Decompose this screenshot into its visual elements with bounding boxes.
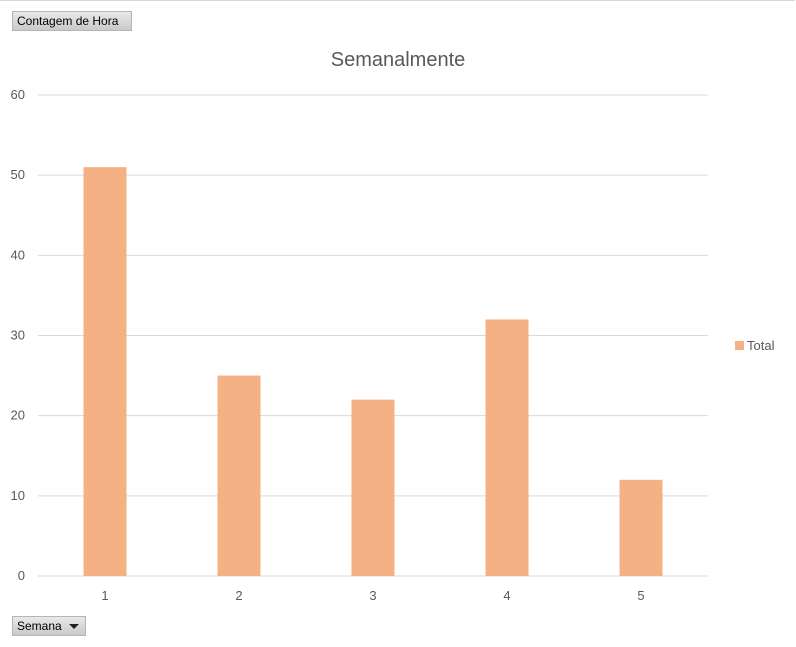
bar-week-4[interactable] [485,319,529,576]
legend-swatch-total [735,341,744,350]
y-tick-label: 30 [11,328,25,343]
y-tick-label: 60 [11,87,25,102]
y-tick-label: 20 [11,408,25,423]
bar-week-2[interactable] [217,375,261,576]
axis-field-label: Semana [17,619,62,633]
axis-field-dropdown[interactable]: Semana [12,616,86,636]
axis-labels: 0 10 20 30 40 50 60 1 2 3 4 5 [11,87,645,603]
x-tick-label: 5 [637,588,644,603]
x-tick-label: 4 [503,588,510,603]
y-tick-label: 10 [11,488,25,503]
bars [83,167,663,576]
values-field-button[interactable]: Contagem de Hora [12,11,132,31]
bar-week-5[interactable] [619,479,663,576]
x-tick-label: 2 [235,588,242,603]
x-tick-label: 1 [101,588,108,603]
bar-week-3[interactable] [351,399,395,576]
y-tick-label: 0 [18,568,25,583]
y-tick-label: 40 [11,247,25,262]
x-tick-label: 3 [369,588,376,603]
legend: Total [735,338,774,353]
values-field-label: Contagem de Hora [17,14,119,28]
dropdown-arrow-icon [69,624,79,629]
legend-label-total: Total [747,338,775,353]
y-tick-label: 50 [11,167,25,182]
bar-week-1[interactable] [83,167,127,576]
chart-title: Semanalmente [331,49,466,71]
